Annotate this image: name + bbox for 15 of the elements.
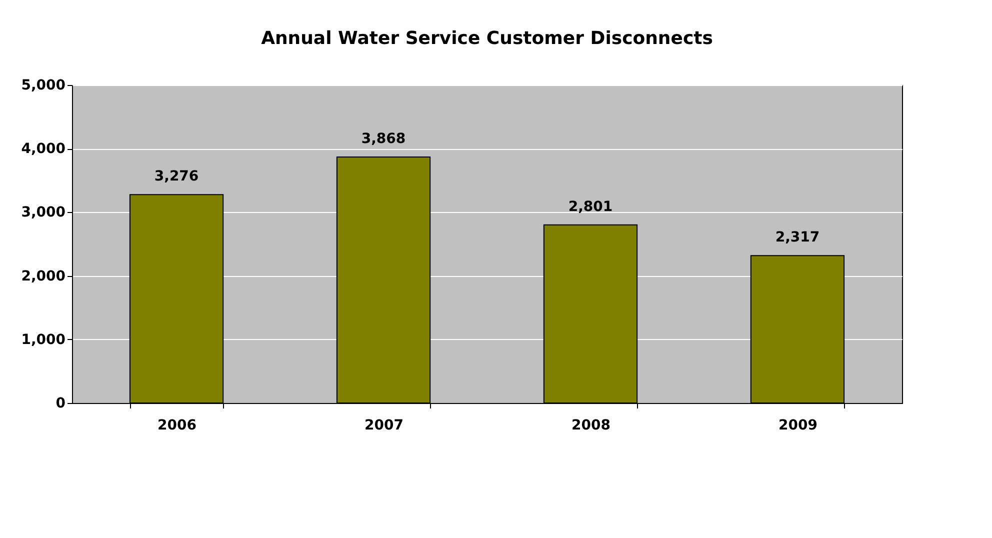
data-label: 2,317 bbox=[775, 230, 820, 246]
y-tick-label: 2,000 bbox=[21, 268, 66, 284]
x-tick-label: 2008 bbox=[572, 418, 610, 434]
y-tick-label: 4,000 bbox=[21, 141, 66, 158]
chart-title: Annual Water Service Customer Disconnects bbox=[261, 28, 713, 49]
x-tick-label: 2007 bbox=[364, 418, 404, 434]
data-label: 2,801 bbox=[568, 198, 613, 215]
y-tick-label: 5,000 bbox=[21, 78, 66, 94]
data-label: 3,276 bbox=[154, 168, 199, 185]
x-tick-label: 2006 bbox=[158, 418, 197, 434]
x-tick-label: 2009 bbox=[778, 418, 818, 434]
y-tick-label: 1,000 bbox=[21, 332, 66, 348]
y-tick-label: 0 bbox=[56, 396, 66, 412]
data-label: 3,868 bbox=[361, 130, 406, 147]
y-tick-label: 3,000 bbox=[21, 204, 66, 221]
